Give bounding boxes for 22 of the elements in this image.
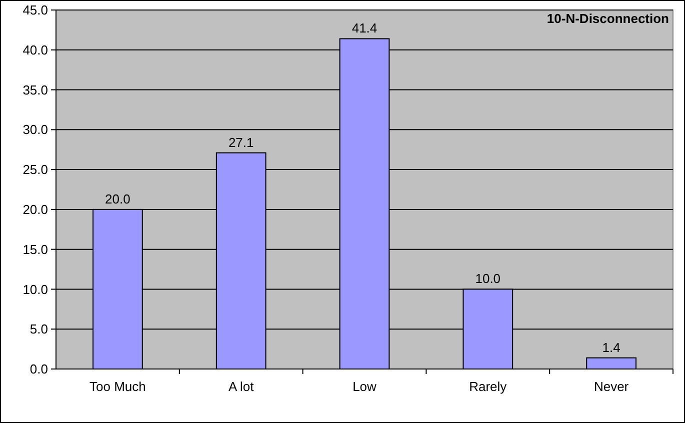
y-tick-label: 45.0 bbox=[22, 2, 48, 18]
chart-title: 10-N-Disconnection bbox=[546, 11, 670, 26]
data-label: 1.4 bbox=[602, 340, 620, 355]
y-tick-label: 5.0 bbox=[30, 322, 48, 337]
x-tick-label: Never bbox=[594, 379, 630, 394]
y-tick-label: 0.0 bbox=[30, 362, 48, 377]
bar bbox=[586, 357, 636, 370]
x-tick-label: Too Much bbox=[90, 379, 146, 394]
data-label: 27.1 bbox=[228, 134, 254, 150]
y-tick-label: 30.0 bbox=[22, 122, 48, 138]
y-tick-label: 15.0 bbox=[22, 242, 48, 257]
y-tick-label: 40.0 bbox=[22, 42, 48, 58]
data-label: 20.0 bbox=[105, 191, 130, 206]
x-tick-label: A lot bbox=[228, 379, 254, 394]
x-tick-label: Low bbox=[352, 379, 378, 394]
data-label: 10.0 bbox=[475, 271, 501, 286]
y-tick-label: 25.0 bbox=[22, 162, 48, 178]
y-tick-label: 20.0 bbox=[22, 202, 48, 217]
data-label: 41.4 bbox=[352, 20, 378, 36]
y-tick-label: 10.0 bbox=[22, 282, 48, 297]
x-tick-label: Rarely bbox=[469, 379, 508, 394]
y-tick-label: 35.0 bbox=[22, 82, 48, 98]
